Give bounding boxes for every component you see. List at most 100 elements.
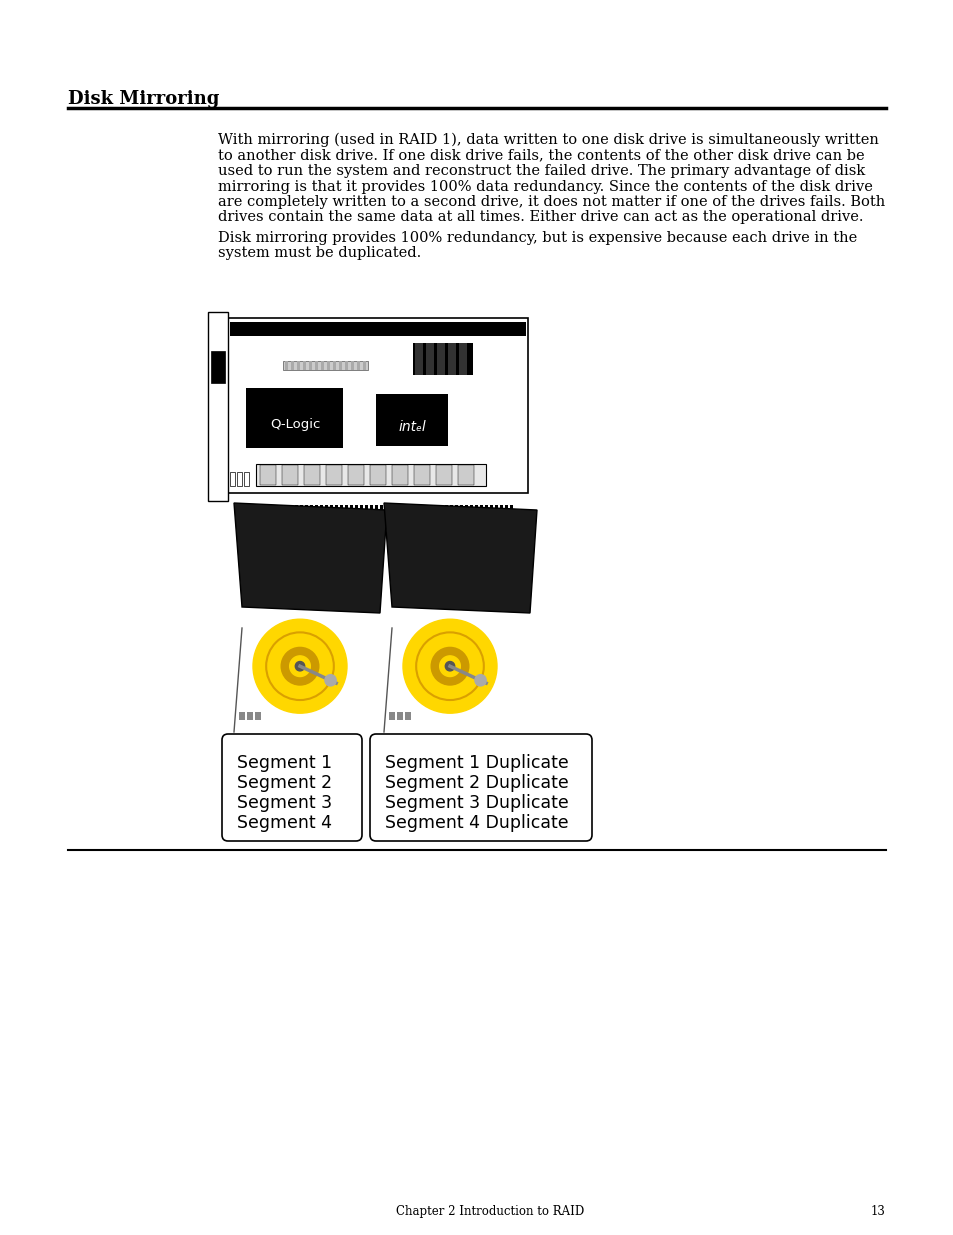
Bar bbox=[309, 361, 312, 370]
Bar bbox=[335, 505, 337, 513]
Bar bbox=[405, 505, 408, 513]
Bar bbox=[320, 361, 324, 370]
Bar bbox=[490, 505, 493, 513]
Bar bbox=[285, 361, 288, 370]
Text: Disk Mirroring: Disk Mirroring bbox=[68, 90, 219, 107]
Bar bbox=[283, 361, 368, 370]
Bar bbox=[285, 505, 288, 513]
Bar bbox=[504, 505, 507, 513]
Bar bbox=[294, 505, 297, 513]
Bar bbox=[359, 505, 363, 513]
Circle shape bbox=[266, 632, 334, 700]
Text: system must be duplicated.: system must be duplicated. bbox=[218, 247, 421, 261]
Text: Q-Logic: Q-Logic bbox=[270, 417, 320, 431]
Text: Segment 3: Segment 3 bbox=[236, 794, 332, 811]
Bar bbox=[208, 312, 228, 501]
Bar bbox=[457, 326, 513, 333]
Bar bbox=[399, 505, 402, 513]
Circle shape bbox=[475, 674, 486, 685]
Bar bbox=[327, 361, 330, 370]
Bar bbox=[304, 466, 319, 485]
Bar bbox=[426, 343, 434, 375]
Bar bbox=[244, 472, 249, 487]
Bar bbox=[265, 505, 268, 513]
Bar bbox=[375, 505, 377, 513]
Bar bbox=[499, 505, 502, 513]
Bar bbox=[326, 466, 341, 485]
Bar bbox=[419, 505, 422, 513]
Bar bbox=[230, 472, 234, 487]
Bar bbox=[274, 505, 277, 513]
Circle shape bbox=[402, 619, 497, 713]
Bar bbox=[439, 505, 442, 513]
Bar bbox=[459, 505, 462, 513]
Bar bbox=[348, 466, 364, 485]
Bar bbox=[254, 713, 261, 720]
Bar bbox=[314, 505, 317, 513]
Bar bbox=[296, 361, 299, 370]
Text: are completely written to a second drive, it does not matter if one of the drive: are completely written to a second drive… bbox=[218, 195, 884, 209]
Bar bbox=[338, 361, 341, 370]
Text: intₑl: intₑl bbox=[397, 420, 425, 433]
Text: Segment 1: Segment 1 bbox=[236, 755, 332, 772]
Bar bbox=[211, 351, 225, 383]
Text: to another disk drive. If one disk drive fails, the contents of the other disk d: to another disk drive. If one disk drive… bbox=[218, 148, 863, 163]
Text: used to run the system and reconstruct the failed drive. The primary advantage o: used to run the system and reconstruct t… bbox=[218, 164, 864, 178]
Bar bbox=[345, 505, 348, 513]
Bar bbox=[402, 326, 420, 333]
Bar bbox=[345, 361, 348, 370]
Bar bbox=[375, 394, 448, 446]
Bar bbox=[370, 505, 373, 513]
Text: Disk mirroring provides 100% redundancy, but is expensive because each drive in : Disk mirroring provides 100% redundancy,… bbox=[218, 231, 857, 245]
Bar bbox=[245, 505, 248, 513]
Bar bbox=[379, 505, 382, 513]
Text: Segment 3 Duplicate: Segment 3 Duplicate bbox=[385, 794, 568, 811]
Bar bbox=[484, 505, 488, 513]
Bar bbox=[236, 472, 242, 487]
Bar bbox=[433, 324, 444, 333]
Bar bbox=[333, 361, 335, 370]
Bar bbox=[260, 466, 275, 485]
Bar bbox=[239, 713, 245, 720]
Bar bbox=[430, 505, 433, 513]
Circle shape bbox=[445, 662, 455, 671]
Bar bbox=[405, 713, 411, 720]
Bar bbox=[415, 343, 422, 375]
Bar bbox=[246, 388, 343, 448]
Bar bbox=[475, 505, 477, 513]
Bar bbox=[230, 322, 525, 336]
Bar bbox=[435, 505, 437, 513]
Text: drives contain the same data at all times. Either drive can act as the operation: drives contain the same data at all time… bbox=[218, 210, 862, 225]
Bar bbox=[510, 505, 513, 513]
Bar bbox=[470, 505, 473, 513]
Bar bbox=[228, 317, 527, 493]
Bar bbox=[270, 505, 273, 513]
Text: 13: 13 bbox=[870, 1205, 885, 1218]
Bar bbox=[450, 505, 453, 513]
Bar bbox=[254, 505, 257, 513]
Bar bbox=[436, 343, 444, 375]
Bar bbox=[390, 505, 393, 513]
Bar bbox=[458, 343, 467, 375]
Bar bbox=[385, 505, 388, 513]
Bar bbox=[310, 505, 313, 513]
Text: Segment 4: Segment 4 bbox=[236, 814, 332, 832]
Bar bbox=[330, 505, 333, 513]
Bar bbox=[357, 326, 388, 333]
Bar bbox=[464, 505, 468, 513]
Bar bbox=[370, 466, 386, 485]
Bar bbox=[356, 361, 359, 370]
Text: Chapter 2 Introduction to RAID: Chapter 2 Introduction to RAID bbox=[395, 1205, 583, 1218]
Bar bbox=[280, 505, 283, 513]
Bar bbox=[255, 464, 485, 487]
Bar bbox=[444, 505, 448, 513]
Bar bbox=[395, 505, 397, 513]
Text: mirroring is that it provides 100% data redundancy. Since the contents of the di: mirroring is that it provides 100% data … bbox=[218, 179, 872, 194]
Bar bbox=[495, 505, 497, 513]
Bar bbox=[282, 466, 297, 485]
Bar bbox=[396, 713, 402, 720]
Bar bbox=[290, 505, 293, 513]
Bar bbox=[457, 466, 474, 485]
Bar bbox=[355, 505, 357, 513]
Text: Segment 4 Duplicate: Segment 4 Duplicate bbox=[385, 814, 568, 832]
